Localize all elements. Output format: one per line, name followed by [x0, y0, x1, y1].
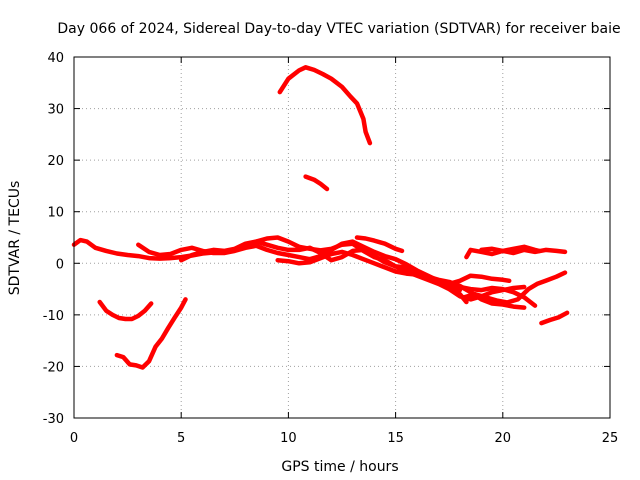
data-series-track-14	[114, 297, 188, 370]
x-tick-label: 15	[387, 431, 404, 446]
x-tick-label: 5	[177, 431, 185, 446]
y-tick-label: 20	[47, 154, 64, 169]
chart-title: Day 066 of 2024, Sidereal Day-to-day VTE…	[57, 21, 620, 37]
data-series-track-6	[446, 273, 512, 287]
data-series-track-5	[354, 235, 405, 254]
data-series-track-11	[277, 65, 373, 146]
y-tick-label: -20	[43, 360, 64, 375]
plot-frame	[73, 56, 611, 419]
data-series-track-8	[461, 270, 568, 305]
x-tick-label: 20	[495, 431, 512, 446]
y-tick-label: 30	[47, 103, 64, 118]
y-tick-label: -30	[43, 412, 64, 427]
x-axis-label: GPS time / hours	[281, 459, 398, 475]
data-series-track-4	[275, 249, 527, 310]
data-series-track-10	[479, 244, 542, 254]
y-tick-label: -10	[43, 309, 64, 324]
y-tick-label: 0	[56, 257, 64, 272]
x-tick-label: 10	[280, 431, 297, 446]
grid-lines	[74, 57, 610, 418]
data-series-track-9	[464, 247, 568, 260]
y-tick-label: 40	[47, 51, 64, 66]
data-series-track-2	[136, 239, 463, 293]
x-tick-label: 0	[70, 431, 78, 446]
data-series-track-12	[303, 174, 330, 192]
y-tick-label: 10	[47, 206, 64, 221]
x-tick-label: 25	[602, 431, 619, 446]
data-series-group	[71, 65, 570, 370]
data-series-track-15	[539, 310, 570, 326]
data-series-track-1	[71, 235, 469, 305]
y-axis-label: SDTVAR / TECUs	[7, 181, 23, 296]
data-series-track-13	[97, 299, 154, 322]
